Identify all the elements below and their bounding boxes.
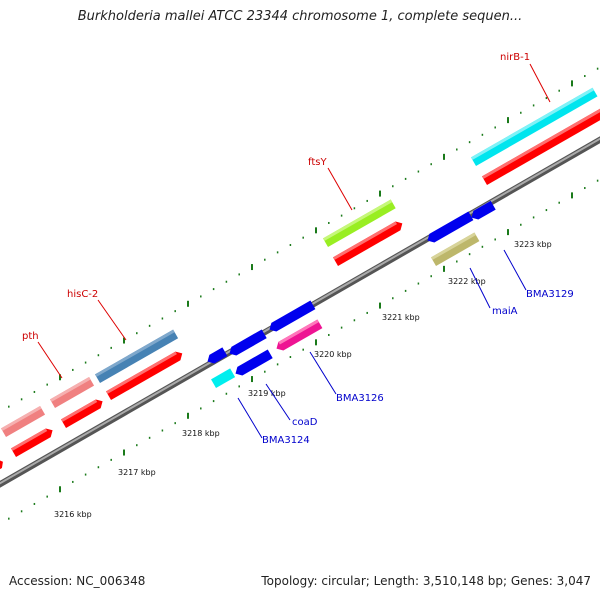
tick-labels: 3216 kbp 3217 kbp 3218 kbp 3219 kbp 3220…	[54, 240, 552, 519]
gene-label-maiA: maiA	[492, 306, 518, 317]
gene-label-nirB-1: nirB-1	[500, 52, 530, 63]
tick-label: 3218 kbp	[182, 429, 220, 438]
features-forward	[0, 87, 600, 472]
gene-label-BMA3124: BMA3124	[262, 435, 310, 446]
tick-label: 3219 kbp	[248, 389, 286, 398]
cds-forward	[106, 351, 183, 400]
tick-label: 3222 kbp	[448, 277, 486, 286]
tick-label: 3220 kbp	[314, 350, 352, 359]
cds-forward	[11, 428, 53, 457]
gene-nirB-1-feature	[471, 87, 598, 166]
label-leaders	[37, 63, 551, 439]
cds-reverse	[427, 211, 474, 243]
cds-forward	[333, 221, 403, 266]
features-reverse	[207, 200, 496, 388]
gene-BMA3124-feature	[211, 368, 236, 388]
cds-forward	[61, 399, 103, 428]
gene-BMA3126-feature	[276, 319, 323, 351]
tick-label: 3217 kbp	[118, 468, 156, 477]
cds-forward	[482, 106, 600, 185]
gene-labels: pth hisC-2 ftsY nirB-1 BMA3124 coaD BMA3…	[22, 52, 574, 446]
gene-label-coaD: coaD	[292, 417, 318, 428]
tick-label: 3223 kbp	[514, 240, 552, 249]
gene-label-pth: pth	[22, 331, 39, 342]
gene-label-BMA3126: BMA3126	[336, 393, 384, 404]
cds-reverse	[207, 347, 228, 364]
gene-maiA-feature	[431, 232, 480, 266]
cds-forward	[0, 459, 3, 472]
cds-reverse	[229, 329, 267, 356]
tick-label: 3221 kbp	[382, 313, 420, 322]
gene-hisC-2-feature	[95, 329, 179, 383]
gene-pth-feature	[1, 405, 46, 437]
gene-feature	[50, 376, 95, 408]
gene-coaD-feature	[235, 349, 273, 376]
ruler-bottom	[8, 179, 599, 520]
gene-ftsY-feature	[323, 199, 396, 247]
tick-label: 3216 kbp	[54, 510, 92, 519]
cds-reverse	[269, 300, 316, 332]
gene-label-BMA3129: BMA3129	[526, 289, 574, 300]
gene-label-ftsY: ftsY	[308, 157, 327, 168]
map-title: Burkholderia mallei ATCC 23344 chromosom…	[77, 9, 523, 24]
ruler-top	[8, 67, 599, 408]
accession-text: Accession: NC_006348	[9, 574, 146, 588]
gene-label-hisC-2: hisC-2	[67, 289, 98, 300]
cds-reverse	[471, 200, 496, 220]
genome-summary-text: Topology: circular; Length: 3,510,148 bp…	[261, 574, 591, 588]
